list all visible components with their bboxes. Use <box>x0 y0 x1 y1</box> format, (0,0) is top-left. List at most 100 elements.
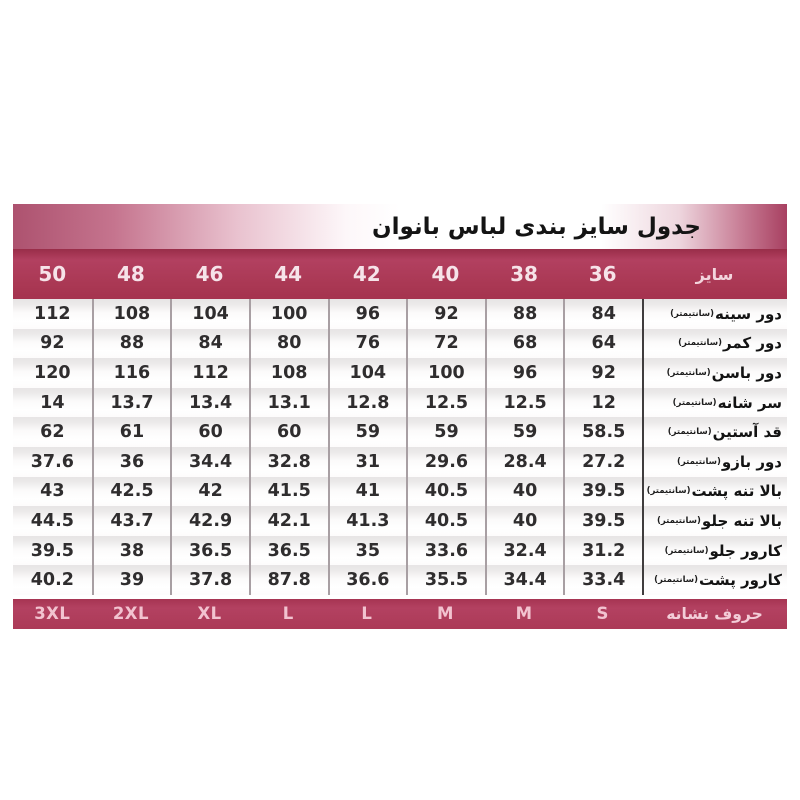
size-chart-table: جدول سایز بندی لباس بانوان سایز 36 38 40… <box>13 204 787 629</box>
measurement-value-cell: 36.5 <box>248 535 328 566</box>
measurement-value-cell: 39.5 <box>563 506 642 536</box>
measurement-value-cell: 40.2 <box>30 570 74 591</box>
measurement-value-cell: 72 <box>406 328 485 359</box>
measurement-value-cell: 37.6 <box>30 451 74 472</box>
row-label: دور سینه (سانتیمتر) <box>642 299 787 329</box>
measurement-unit: (سانتیمتر) <box>666 367 711 378</box>
measurement-value-cell: 64 <box>563 328 642 359</box>
measurement-value-cell: 40.5 <box>406 476 485 507</box>
table-row: دور باسن (سانتیمتر) 92 96 100 104 108 112 <box>13 358 787 388</box>
measurement-value-cell: 100 <box>248 299 328 329</box>
measurement-unit: (سانتیمتر) <box>676 456 721 467</box>
measurement-value-cell: 13.1 <box>248 387 328 418</box>
measurement-value-cell: 96 <box>327 299 407 329</box>
row-label: دور باسن (سانتیمتر) <box>642 358 787 388</box>
measurement-value-cell: 35 <box>327 535 407 566</box>
row-label: کارور پشت (سانتیمتر) <box>642 565 787 595</box>
size-header-cell: 38 <box>510 262 538 286</box>
measurement-value-cell: 12 <box>563 387 642 418</box>
measurement-unit: (سانتیمتر) <box>646 486 691 497</box>
measurement-value-cell: 40 <box>484 506 564 536</box>
measurement-value-cell: 112 <box>170 358 249 388</box>
measurement-value-cell: 108 <box>248 358 328 388</box>
measurement-value-cell: 13.4 <box>170 387 249 418</box>
table-row: دور کمر (سانتیمتر) 64 68 72 76 80 84 <box>13 328 787 359</box>
measurement-value-cell: 87.8 <box>248 565 328 595</box>
measurement-value-cell: 40 <box>484 476 564 507</box>
row-label: بالا تنه جلو (سانتیمتر) <box>642 506 787 536</box>
measurement-value-cell: 31 <box>327 446 407 477</box>
measurement-name: کارور پشت <box>699 571 782 590</box>
measurement-value-cell: 31.2 <box>563 535 642 566</box>
measurement-name: قد آستین <box>712 423 782 442</box>
measurement-name: بالا تنه پشت <box>691 482 782 501</box>
measurement-unit: (سانتیمتر) <box>654 575 699 586</box>
measurement-value-cell: 43.7 <box>91 506 171 536</box>
measurement-value-cell: 100 <box>406 358 485 388</box>
size-header-cell: 36 <box>588 262 617 286</box>
measurement-value-cell: 14 <box>40 392 65 413</box>
measurement-name: دور کمر <box>723 334 782 353</box>
size-letter-cell: S <box>596 604 609 624</box>
measurement-value-cell: 13.7 <box>91 387 171 418</box>
measurement-unit: (سانتیمتر) <box>678 338 722 349</box>
measurement-value-cell: 36.5 <box>170 535 249 566</box>
measurement-value-cell: 92 <box>40 333 65 354</box>
measurement-value-cell: 60 <box>170 417 249 447</box>
measurement-value-cell: 108 <box>91 299 171 329</box>
measurement-name: دور باسن <box>711 363 782 382</box>
measurement-value-cell: 41.3 <box>327 506 407 536</box>
measurement-value-cell: 33.4 <box>563 565 642 595</box>
measurement-value-cell: 88 <box>91 328 171 359</box>
measurement-value-cell: 60 <box>248 417 328 447</box>
measurement-value-cell: 59 <box>484 417 564 447</box>
table-row: قد آستین (سانتیمتر) 58.5 59 59 59 60 60 <box>13 417 787 447</box>
size-letter-row: حروف نشانه S M M L L XL 2XL 3XL <box>13 598 787 629</box>
measurement-value-cell: 39 <box>91 565 171 595</box>
measurement-value-cell: 112 <box>34 303 71 324</box>
measurement-value-cell: 37.8 <box>170 565 249 595</box>
measurement-value-cell: 76 <box>327 328 407 359</box>
measurement-value-cell: 43 <box>40 481 65 502</box>
measurement-value-cell: 27.2 <box>563 446 642 477</box>
measurement-value-cell: 92 <box>406 299 485 329</box>
measurement-value-cell: 42 <box>170 476 249 507</box>
measurement-unit: (سانتیمتر) <box>670 308 715 319</box>
measurement-value-cell: 41.5 <box>248 476 328 507</box>
measurement-value-cell: 29.6 <box>406 446 485 477</box>
row-label: قد آستین (سانتیمتر) <box>642 417 787 447</box>
measurement-value-cell: 62 <box>40 422 65 443</box>
measurement-unit: (سانتیمتر) <box>664 545 709 556</box>
measurement-value-cell: 36 <box>91 446 171 477</box>
measurement-name: دور بازو <box>721 452 782 471</box>
measurement-value-cell: 39.5 <box>30 540 74 561</box>
measurement-value-cell: 28.4 <box>484 446 564 477</box>
measurement-value-cell: 39.5 <box>563 476 642 507</box>
measurement-value-cell: 44.5 <box>30 510 74 531</box>
measurement-name: دور سینه <box>715 304 782 323</box>
measurement-value-cell: 42.9 <box>170 506 249 536</box>
measurement-value-cell: 92 <box>563 358 642 388</box>
row-label: بالا تنه پشت (سانتیمتر) <box>642 476 787 507</box>
size-letter-cell: 3XL <box>34 604 71 624</box>
size-header-cell: 40 <box>431 262 460 286</box>
measurement-value-cell: 84 <box>170 328 249 359</box>
measurement-value-cell: 32.4 <box>484 535 564 566</box>
size-header-cell: 42 <box>352 262 381 286</box>
table-title: جدول سایز بندی لباس بانوان <box>372 213 701 240</box>
measurement-value-cell: 32.8 <box>248 446 328 477</box>
measurement-value-cell: 80 <box>248 328 328 359</box>
measurement-name: بالا تنه جلو <box>701 511 782 530</box>
table-row: بالا تنه پشت (سانتیمتر) 39.5 40 40.5 41 4… <box>13 476 787 507</box>
measurement-unit: (سانتیمتر) <box>657 515 701 526</box>
measurement-value-cell: 59 <box>327 417 407 447</box>
size-column-header: سایز <box>695 264 734 284</box>
measurement-value-cell: 116 <box>91 358 171 388</box>
table-title-bar: جدول سایز بندی لباس بانوان <box>13 204 787 249</box>
measurement-value-cell: 58.5 <box>563 417 642 447</box>
table-row: بالا تنه جلو (سانتیمتر) 39.5 40 40.5 41.3… <box>13 506 787 536</box>
measurement-unit: (سانتیمتر) <box>667 427 712 438</box>
measurement-value-cell: 34.4 <box>170 446 249 477</box>
measurement-value-cell: 42.5 <box>91 476 171 507</box>
